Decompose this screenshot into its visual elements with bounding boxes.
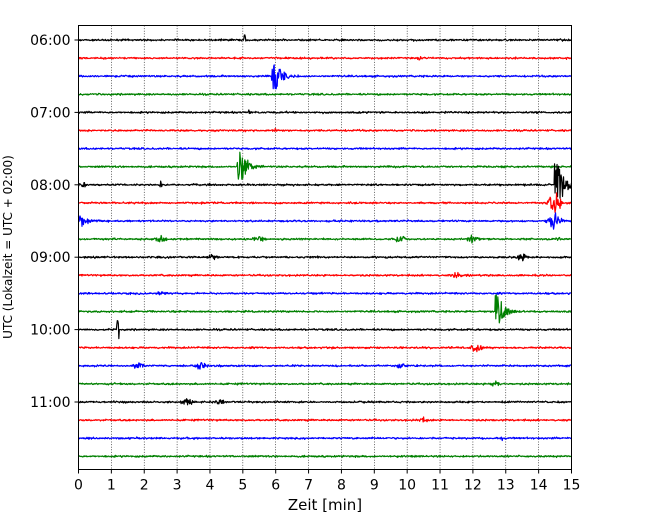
trace-0945	[78, 294, 573, 324]
x-tick-label: 10	[398, 478, 416, 494]
x-tick-label: 13	[497, 478, 515, 494]
x-tick-label: 15	[563, 478, 581, 494]
x-axis-label: Zeit [min]	[288, 496, 362, 514]
x-tick-label: 5	[238, 478, 247, 494]
y-tick-label: 11:00	[30, 395, 70, 411]
x-tick-label: 9	[370, 478, 379, 494]
trace-0930	[78, 291, 572, 296]
x-tick-label: 0	[74, 478, 83, 494]
trace-1115	[77, 416, 572, 423]
trace-0600	[78, 34, 572, 42]
trace-0800	[77, 163, 573, 199]
y-tick-label: 06:00	[30, 33, 70, 49]
trace-0745	[78, 151, 572, 180]
x-tick-label: 1	[107, 478, 116, 494]
trace-1045	[78, 380, 572, 387]
x-tick-label: 12	[464, 478, 482, 494]
y-axis-label: UTC (Lokalzeit = UTC + 02:00)	[1, 155, 15, 339]
x-tick-label: 14	[530, 478, 548, 494]
x-tick-label: 11	[431, 478, 449, 494]
trace-0830	[77, 212, 572, 230]
grid-lines	[111, 25, 539, 470]
x-tick-label: 8	[337, 478, 346, 494]
x-tick-label: 3	[173, 478, 182, 494]
y-tick-label: 10:00	[30, 323, 70, 339]
x-tick-label: 2	[140, 478, 149, 494]
x-tick-label: 7	[304, 478, 313, 494]
x-tick-label: 6	[271, 478, 280, 494]
y-axis-ticks: 06:00 07:00 08:00 09:00 10:00 11:00	[30, 33, 79, 411]
trace-0915	[77, 271, 573, 279]
trace-1030	[78, 361, 572, 370]
trace-1130	[77, 436, 572, 442]
trace-1015	[78, 344, 573, 353]
trace-1145	[78, 454, 572, 459]
y-tick-label: 08:00	[30, 178, 70, 194]
trace-0900	[78, 253, 572, 262]
x-axis-ticks: 0 1 2 3 4 5 6 7 8 9 10 11 12 13 14 15	[74, 469, 581, 494]
y-tick-label: 09:00	[30, 250, 70, 266]
x-tick-label: 4	[206, 478, 215, 494]
trace-0700	[78, 109, 573, 115]
trace-0630	[78, 64, 572, 90]
trace-1000	[78, 319, 572, 340]
trace-0715	[78, 127, 573, 133]
y-tick-label: 07:00	[30, 105, 70, 121]
trace-0730	[78, 146, 572, 151]
trace-1100	[78, 398, 572, 406]
seismic-traces	[77, 34, 573, 459]
trace-0645	[78, 92, 572, 97]
trace-0815	[78, 192, 573, 213]
trace-0615	[78, 55, 572, 61]
trace-0845	[78, 234, 572, 244]
plot-frame	[78, 25, 572, 470]
